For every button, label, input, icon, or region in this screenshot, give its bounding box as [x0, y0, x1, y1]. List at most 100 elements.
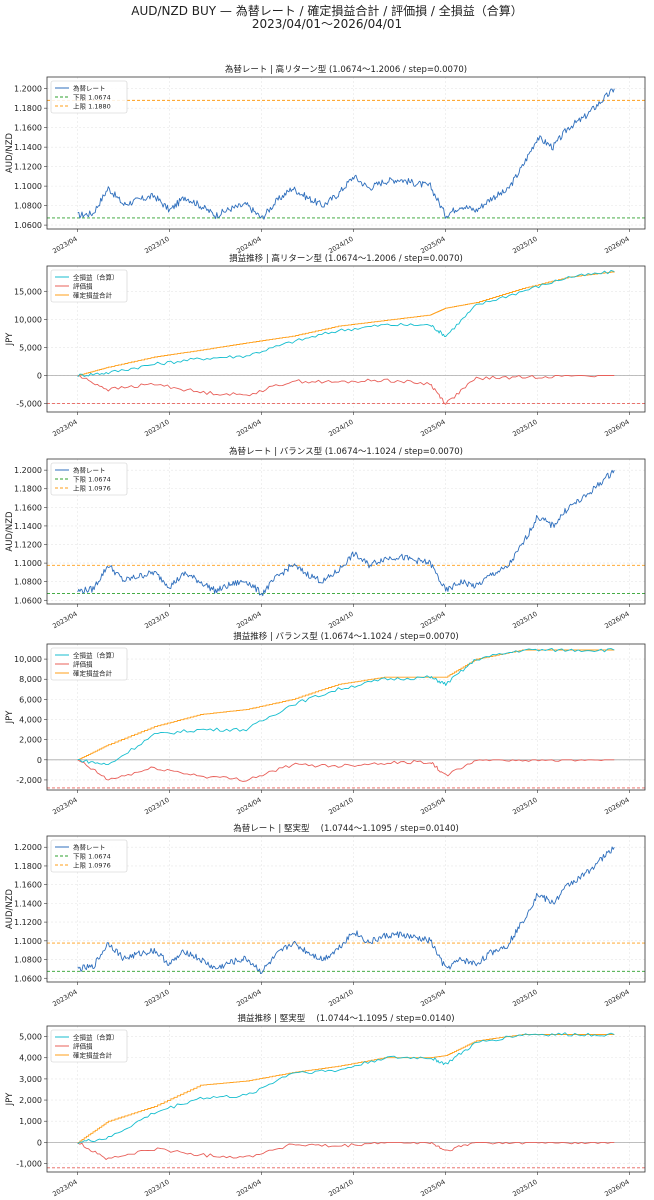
y-tick-label: 2,000 [19, 736, 42, 745]
x-tick-label: 2023/10 [143, 610, 170, 630]
y-axis-label: JPY [5, 710, 15, 724]
panel-title: 為替レート | バランス型 (1.0674〜1.1024 / step=0.00… [229, 446, 463, 457]
panel-title: 為替レート | 高リターン型 (1.0674〜1.2006 / step=0.0… [225, 64, 467, 75]
plot-frame [46, 458, 646, 605]
x-tick-label: 2023/10 [143, 1178, 170, 1198]
legend-label: 下限 1.0674 [73, 93, 111, 102]
panel-title: 損益推移 | 高リターン型 (1.0674〜1.2006 / step=0.00… [229, 253, 463, 264]
y-tick-label: 1.1800 [14, 485, 42, 494]
x-tick-label: 2024/04 [235, 610, 262, 630]
y-tick-label: 3,000 [19, 1075, 42, 1084]
x-tick-label: 2025/04 [419, 1178, 446, 1198]
x-tick-label: 2024/10 [327, 796, 354, 816]
y-tick-label: 8,000 [19, 675, 42, 684]
realized-pnl-line [77, 649, 615, 761]
x-tick-label: 2026/04 [603, 418, 630, 438]
legend-box [50, 1029, 128, 1063]
y-tick-label: 1.1000 [14, 559, 42, 568]
x-tick-label: 2026/04 [603, 796, 630, 816]
y-tick-label: 1.0800 [14, 578, 42, 587]
y-axis-label: AUD/NZD [5, 132, 15, 173]
x-tick-label: 2023/10 [143, 235, 170, 255]
x-tick-label: 2025/04 [419, 988, 446, 1008]
legend-label: 為替レート [73, 466, 106, 475]
x-tick-label: 2023/04 [51, 235, 78, 255]
y-tick-label: 4,000 [19, 1054, 42, 1063]
total-pnl-line [77, 1032, 615, 1145]
y-tick-label: 1.1600 [14, 124, 42, 133]
x-tick-label: 2026/04 [603, 988, 630, 1008]
x-tick-label: 2026/04 [603, 610, 630, 630]
x-tick-label: 2023/04 [51, 610, 78, 630]
legend-label: 全損益（合算） [73, 651, 119, 660]
y-axis-label: JPY [5, 332, 15, 346]
legend-label: 上限 1.0976 [73, 861, 111, 870]
legend-label: 下限 1.0674 [73, 475, 111, 484]
x-tick-label: 2025/10 [511, 610, 538, 630]
plot-frame [46, 265, 646, 413]
y-tick-label: 1,000 [19, 1117, 42, 1126]
y-tick-label: 1.0800 [14, 956, 42, 965]
y-tick-label: 6,000 [19, 695, 42, 704]
x-tick-label: 2025/10 [511, 1178, 538, 1198]
panel-title: 損益推移 | バランス型 (1.0674〜1.1024 / step=0.007… [233, 631, 458, 642]
x-tick-label: 2024/04 [235, 1178, 262, 1198]
panel-title: 損益推移 | 堅実型 (1.0744〜1.1095 / step=0.0140) [237, 1013, 454, 1024]
y-tick-label: 5,000 [19, 1033, 42, 1042]
y-tick-label: 1.2000 [14, 466, 42, 475]
y-tick-label: 1.1000 [14, 182, 42, 191]
y-tick-label: 1.0600 [14, 596, 42, 605]
y-axis-label: AUD/NZD [5, 888, 15, 929]
total-pnl-line [77, 269, 615, 378]
y-tick-label: 1.1200 [14, 163, 42, 172]
x-tick-label: 2024/04 [235, 988, 262, 1008]
legend-box [50, 269, 128, 303]
x-tick-label: 2023/10 [143, 418, 170, 438]
x-tick-label: 2025/10 [511, 418, 538, 438]
x-tick-label: 2024/04 [235, 796, 262, 816]
x-tick-label: 2025/04 [419, 235, 446, 255]
unrealized-loss-line [77, 759, 615, 782]
y-tick-label: 5,000 [19, 343, 42, 352]
plot-frame [46, 76, 646, 230]
plot-frame [46, 1025, 646, 1173]
y-tick-label: -5,000 [16, 400, 42, 409]
figure-subtitle: 2023/04/01〜2026/04/01 [251, 17, 403, 31]
x-tick-label: 2024/10 [327, 235, 354, 255]
x-tick-label: 2025/10 [511, 796, 538, 816]
legend-box [50, 462, 128, 496]
x-tick-label: 2024/04 [235, 235, 262, 255]
realized-pnl-line [77, 271, 615, 376]
y-tick-label: 1.1400 [14, 143, 42, 152]
rate-series-line [77, 469, 615, 597]
y-tick-label: 1.0600 [14, 221, 42, 230]
y-tick-label: 10,000 [14, 655, 42, 664]
total-pnl-line [77, 647, 615, 766]
y-tick-label: -1,000 [16, 1160, 42, 1169]
y-tick-label: 10,000 [14, 315, 42, 324]
y-axis-label: AUD/NZD [5, 511, 15, 552]
realized-pnl-line [77, 1034, 615, 1143]
x-tick-label: 2025/04 [419, 796, 446, 816]
legend-label: 全損益（合算） [73, 1033, 119, 1042]
x-tick-label: 2025/04 [419, 610, 446, 630]
y-tick-label: 4,000 [19, 716, 42, 725]
y-tick-label: 1.1200 [14, 918, 42, 927]
x-tick-label: 2025/10 [511, 988, 538, 1008]
legend-label: 上限 1.0976 [73, 484, 111, 493]
unrealized-loss-line [77, 1141, 615, 1160]
y-tick-label: 0 [37, 372, 42, 381]
legend-box [50, 839, 128, 873]
y-tick-label: -2,000 [16, 776, 42, 785]
legend-label: 確定損益合計 [73, 291, 113, 300]
legend-box [50, 647, 128, 681]
y-tick-label: 1.1600 [14, 881, 42, 890]
y-tick-label: 1.0800 [14, 202, 42, 211]
legend-label: 評価損 [73, 660, 93, 669]
legend-label: 為替レート [73, 84, 106, 93]
y-tick-label: 1.1400 [14, 899, 42, 908]
legend-box [50, 80, 128, 114]
plot-frame [46, 643, 646, 791]
y-tick-label: 1.2000 [14, 843, 42, 852]
